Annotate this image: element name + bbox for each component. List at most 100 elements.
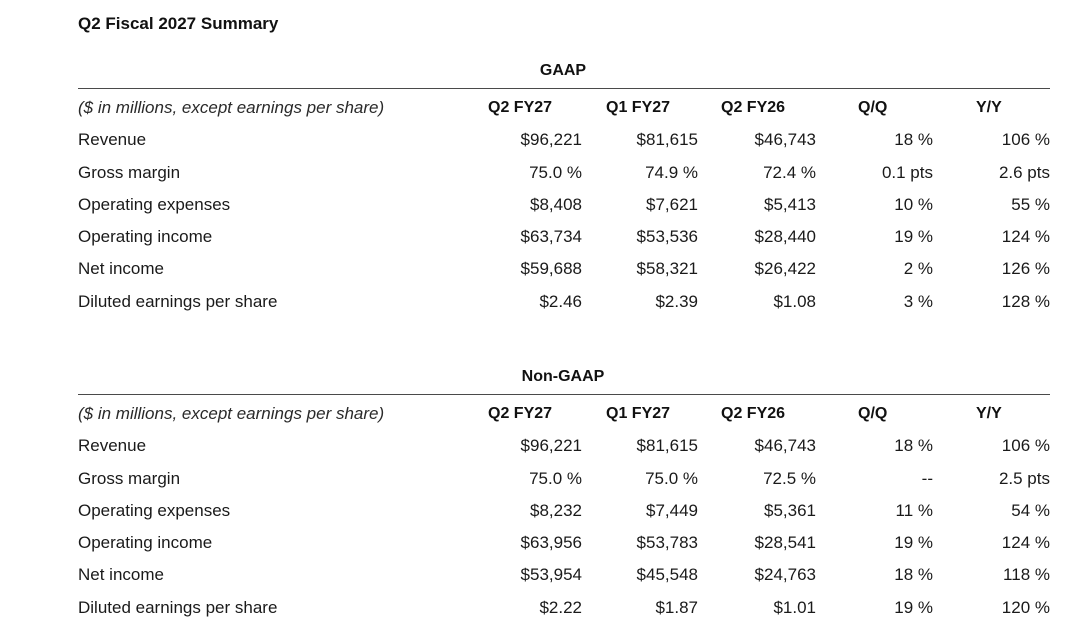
table-header-row: ($ in millions, except earnings per shar… — [78, 92, 1050, 124]
cell-q2-fy26: 72.4 % — [763, 162, 816, 182]
table-row: Diluted earnings per share $2.22 $1.87 $… — [78, 592, 1050, 624]
cell-q2-fy26: $28,541 — [754, 533, 816, 553]
cell-q2-fy26: $46,743 — [754, 130, 816, 150]
table-row: Operating income $63,734 $53,536 $28,440… — [78, 221, 1050, 253]
cell-qq: -- — [921, 468, 933, 488]
cell-qq: 19 % — [894, 533, 933, 553]
table-row: Gross margin 75.0 % 74.9 % 72.4 % 0.1 pt… — [78, 157, 1050, 189]
non-gaap-table: ($ in millions, except earnings per shar… — [78, 398, 1050, 624]
column-header-qq: Q/Q — [858, 99, 888, 116]
table-row: Diluted earnings per share $2.46 $2.39 $… — [78, 286, 1050, 318]
table-row: Net income $59,688 $58,321 $26,422 2 % 1… — [78, 253, 1050, 285]
cell-q2-fy27: 75.0 % — [529, 468, 582, 488]
cell-yy: 126 % — [1001, 259, 1050, 279]
table-row: Operating expenses $8,232 $7,449 $5,361 … — [78, 495, 1050, 527]
row-label: Gross margin — [78, 162, 181, 182]
gaap-table: ($ in millions, except earnings per shar… — [78, 92, 1050, 318]
cell-q2-fy27: $63,956 — [520, 533, 582, 553]
cell-q2-fy27: $8,232 — [530, 500, 582, 520]
cell-yy: 2.6 pts — [998, 162, 1050, 182]
column-header-yy: Y/Y — [976, 405, 1002, 422]
section-divider — [78, 394, 1050, 395]
table-header-row: ($ in millions, except earnings per shar… — [78, 398, 1050, 430]
column-header-q2-fy27: Q2 FY27 — [488, 99, 553, 116]
cell-q2-fy27: $2.46 — [539, 291, 582, 311]
cell-q2-fy26: 72.5 % — [763, 468, 816, 488]
table-row: Operating income $63,956 $53,783 $28,541… — [78, 527, 1050, 559]
cell-q1-fy27: $58,321 — [636, 259, 698, 279]
cell-q1-fy27: $7,621 — [646, 194, 698, 214]
table-row: Gross margin 75.0 % 75.0 % 72.5 % -- 2.5… — [78, 463, 1050, 495]
row-label: Diluted earnings per share — [78, 597, 278, 617]
cell-q1-fy27: $7,449 — [646, 500, 698, 520]
cell-q1-fy27: $81,615 — [636, 130, 698, 150]
row-label: Operating income — [78, 227, 213, 247]
cell-yy: 106 % — [1001, 130, 1050, 150]
table-row: Operating expenses $8,408 $7,621 $5,413 … — [78, 189, 1050, 221]
cell-q2-fy27: 75.0 % — [529, 162, 582, 182]
row-label: Operating income — [78, 533, 213, 553]
cell-q2-fy27: $96,221 — [520, 130, 582, 150]
page-title: Q2 Fiscal 2027 Summary — [78, 14, 279, 33]
cell-q2-fy26: $1.01 — [773, 597, 816, 617]
cell-qq: 19 % — [894, 227, 933, 247]
cell-yy: 54 % — [1011, 500, 1050, 520]
table-row: Revenue $96,221 $81,615 $46,743 18 % 106… — [78, 124, 1050, 156]
section-heading-gaap: GAAP — [539, 62, 587, 79]
row-label: Operating expenses — [78, 500, 231, 520]
table-row: Net income $53,954 $45,548 $24,763 18 % … — [78, 559, 1050, 591]
cell-yy: 124 % — [1001, 533, 1050, 553]
cell-qq: 0.1 pts — [881, 162, 933, 182]
cell-yy: 128 % — [1001, 291, 1050, 311]
cell-qq: 2 % — [903, 259, 933, 279]
row-label: Net income — [78, 565, 164, 585]
column-header-q2-fy26: Q2 FY26 — [721, 405, 786, 422]
row-label: Net income — [78, 259, 164, 279]
cell-q2-fy26: $5,413 — [764, 194, 816, 214]
cell-q2-fy26: $24,763 — [754, 565, 816, 585]
column-header-q2-fy26: Q2 FY26 — [721, 99, 786, 116]
cell-q2-fy27: $63,734 — [520, 227, 582, 247]
table-row: Revenue $96,221 $81,615 $46,743 18 % 106… — [78, 430, 1050, 462]
cell-qq: 10 % — [894, 194, 933, 214]
cell-q1-fy27: $81,615 — [636, 436, 698, 456]
cell-qq: 3 % — [903, 291, 933, 311]
cell-qq: 18 % — [894, 436, 933, 456]
cell-yy: 124 % — [1001, 227, 1050, 247]
cell-q2-fy27: $96,221 — [520, 436, 582, 456]
cell-q2-fy26: $26,422 — [754, 259, 816, 279]
column-header-q2-fy27: Q2 FY27 — [488, 405, 553, 422]
cell-q2-fy27: $8,408 — [530, 194, 582, 214]
row-label: Revenue — [78, 436, 147, 456]
cell-qq: 18 % — [894, 130, 933, 150]
unit-note: ($ in millions, except earnings per shar… — [78, 404, 385, 423]
cell-qq: 19 % — [894, 597, 933, 617]
cell-q1-fy27: $53,536 — [636, 227, 698, 247]
column-header-q1-fy27: Q1 FY27 — [606, 99, 671, 116]
cell-q1-fy27: $45,548 — [636, 565, 698, 585]
cell-qq: 11 % — [895, 500, 934, 520]
cell-q1-fy27: $2.39 — [655, 291, 698, 311]
cell-q1-fy27: 74.9 % — [645, 162, 698, 182]
section-heading-non-gaap: Non-GAAP — [521, 368, 605, 385]
row-label: Operating expenses — [78, 194, 231, 214]
row-label: Revenue — [78, 130, 147, 150]
cell-q1-fy27: $53,783 — [636, 533, 698, 553]
cell-q2-fy26: $1.08 — [773, 291, 816, 311]
row-label: Gross margin — [78, 468, 181, 488]
row-label: Diluted earnings per share — [78, 291, 278, 311]
unit-note: ($ in millions, except earnings per shar… — [78, 98, 385, 117]
cell-yy: 2.5 pts — [998, 468, 1050, 488]
cell-q2-fy27: $53,954 — [520, 565, 582, 585]
cell-qq: 18 % — [894, 565, 933, 585]
cell-q2-fy26: $46,743 — [754, 436, 816, 456]
cell-yy: 120 % — [1001, 597, 1050, 617]
cell-yy: 106 % — [1001, 436, 1050, 456]
cell-q2-fy26: $5,361 — [764, 500, 816, 520]
cell-yy: 55 % — [1011, 194, 1050, 214]
column-header-q1-fy27: Q1 FY27 — [606, 405, 671, 422]
column-header-yy: Y/Y — [976, 99, 1002, 116]
cell-q1-fy27: 75.0 % — [645, 468, 698, 488]
cell-q2-fy27: $2.22 — [539, 597, 582, 617]
cell-q2-fy26: $28,440 — [754, 227, 816, 247]
